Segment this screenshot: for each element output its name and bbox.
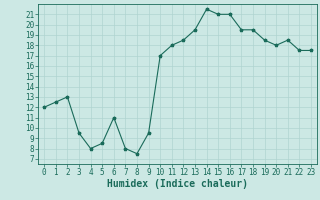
X-axis label: Humidex (Indice chaleur): Humidex (Indice chaleur) [107, 179, 248, 189]
